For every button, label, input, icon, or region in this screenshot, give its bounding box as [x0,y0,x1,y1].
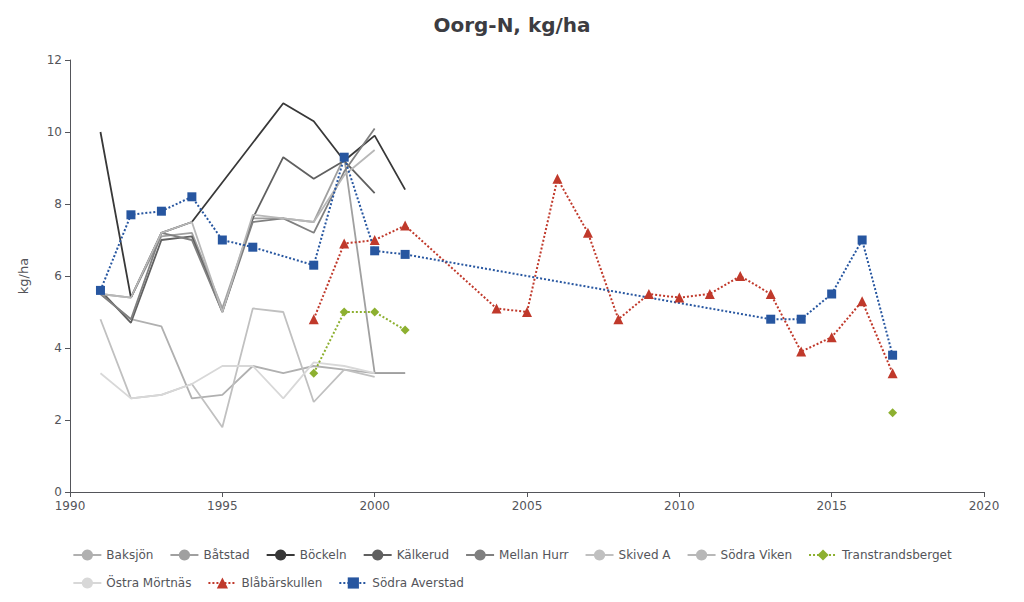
svg-text:2015: 2015 [816,499,847,513]
svg-text:2010: 2010 [664,499,695,513]
svg-text:Baksjön: Baksjön [106,548,153,562]
svg-text:Oorg-N, kg/ha: Oorg-N, kg/ha [433,13,590,37]
svg-text:Båtstad: Båtstad [203,548,249,562]
svg-text:Södra Viken: Södra Viken [721,548,792,562]
svg-text:1995: 1995 [207,499,238,513]
svg-text:Mellan Hurr: Mellan Hurr [499,548,569,562]
svg-text:Kälkerud: Kälkerud [397,548,449,562]
svg-text:Skived A: Skived A [619,548,672,562]
svg-text:Södra Averstad: Södra Averstad [372,576,464,590]
svg-text:Transtrandsberget: Transtrandsberget [841,548,952,562]
svg-text:2005: 2005 [512,499,543,513]
svg-text:Östra Mörtnäs: Östra Mörtnäs [106,574,191,590]
svg-text:12: 12 [47,53,62,67]
svg-text:2: 2 [54,413,62,427]
svg-text:Blåbärskullen: Blåbärskullen [241,576,322,590]
svg-text:6: 6 [54,269,62,283]
svg-text:4: 4 [54,341,62,355]
svg-text:10: 10 [47,125,62,139]
svg-text:0: 0 [54,485,62,499]
svg-text:8: 8 [54,197,62,211]
svg-text:2020: 2020 [969,499,1000,513]
svg-text:1990: 1990 [55,499,86,513]
svg-text:2000: 2000 [359,499,390,513]
svg-text:Böckeln: Böckeln [300,548,347,562]
svg-text:kg/ha: kg/ha [16,258,31,294]
